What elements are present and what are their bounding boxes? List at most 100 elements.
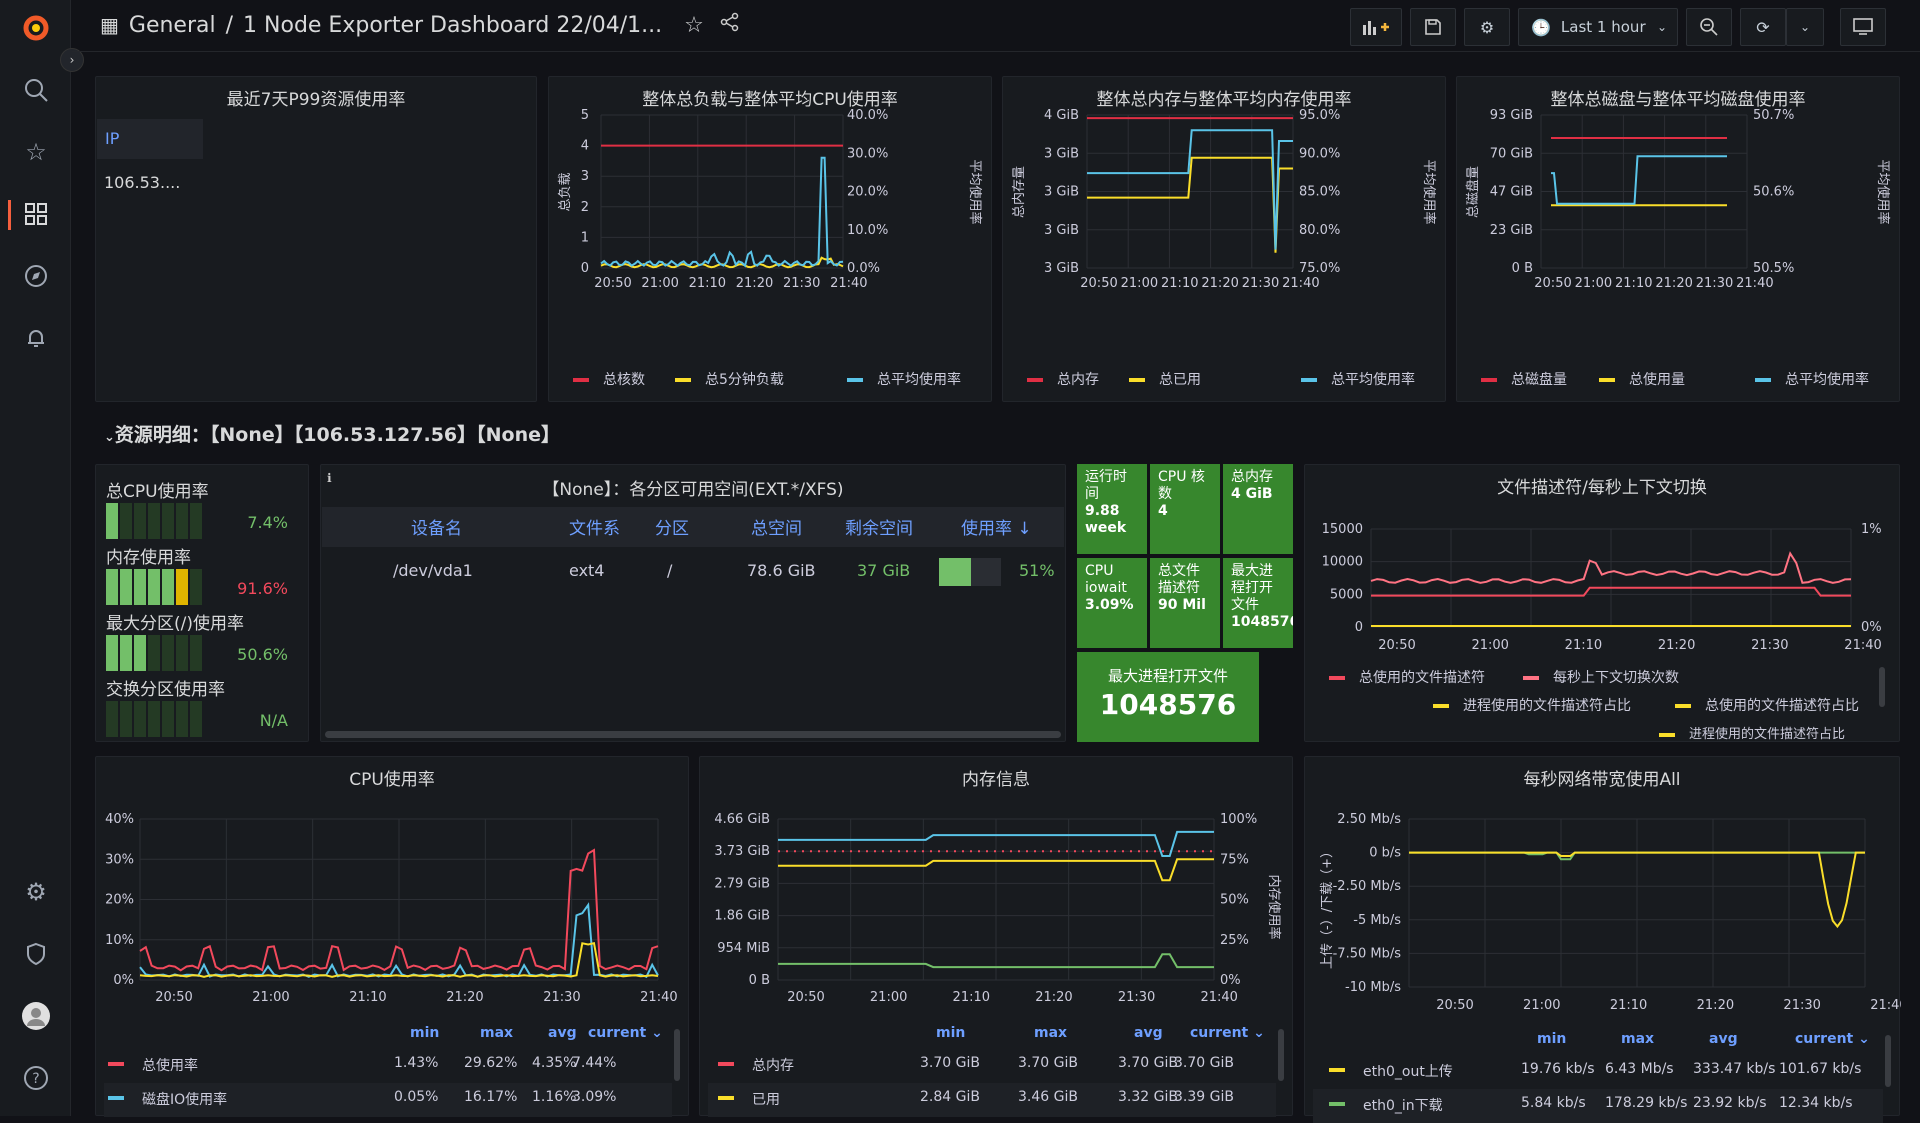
legend-series-name[interactable]: eth0_in下载 [1363,1098,1443,1114]
y-tick-label: 2 [581,200,589,215]
dashboards-icon[interactable] [20,198,52,230]
legend-item[interactable]: 总平均使用率 [1301,369,1415,389]
legend-column-header[interactable]: current ⌄ [1190,1025,1265,1041]
breadcrumb-folder[interactable]: General [128,12,216,38]
user-avatar[interactable] [20,1000,52,1032]
gauge-bars [106,635,204,675]
legend-scrollbar[interactable] [1879,667,1885,707]
series-avg-disk [1551,155,1727,205]
legend-item[interactable]: 总核数 [573,369,645,389]
x-tick-label: 21:10 [1610,998,1647,1013]
refresh-interval-chevron-icon[interactable]: ⌄ [1786,8,1824,46]
y-tick-label: 85.0% [1299,185,1340,200]
legend-column-header[interactable]: min [410,1025,440,1041]
starred-icon[interactable]: ☆ [25,138,47,166]
stat-tile[interactable]: 总文件描述符 90 Mil [1150,558,1220,648]
legend-scrollbar[interactable] [1885,1035,1891,1087]
y-tick-label: 10.0% [847,223,888,238]
legend-column-header[interactable]: current ⌄ [1795,1031,1870,1047]
star-icon[interactable]: ☆ [684,12,704,38]
x-tick-label: 21:40 [1870,998,1901,1013]
stat-value: 1048576 [1231,614,1293,630]
row-header[interactable]: ⌄资源明细：【None】【106.53.127.56】【None】 [104,420,560,447]
x-tick-label: 21:10 [1565,638,1602,653]
legend-item[interactable]: 总内存 [1027,369,1099,389]
legend-item[interactable]: 总5分钟负载 [675,369,784,389]
y-tick-label: 3 GiB [1044,185,1079,200]
legend-column-header[interactable]: max [480,1025,514,1041]
legend-item[interactable]: 总使用的文件描述符占比 [1675,695,1859,715]
alerting-bell-icon[interactable] [20,322,52,354]
legend-column-header[interactable]: max [1034,1025,1068,1041]
legend-item[interactable]: 总使用量 [1599,369,1685,389]
legend-item[interactable]: 总已用 [1129,369,1201,389]
table-header-ip[interactable]: IP [97,119,203,159]
info-icon[interactable]: ℹ [327,471,332,485]
gauge-label: 最大分区(/)使用率 [106,614,244,634]
legend-scrollbar[interactable] [1278,1029,1284,1081]
legend-item[interactable]: 总磁盘量 [1481,369,1567,389]
help-icon[interactable]: ? [20,1062,52,1094]
legend-column-header[interactable]: min [936,1025,966,1041]
stat-tile[interactable]: 运行时间 9.88 week [1077,464,1147,554]
stat-tile[interactable]: CPU 核数 4 [1150,464,1220,554]
refresh-icon[interactable]: ⟳ [1740,8,1786,46]
legend-row[interactable] [104,1083,672,1117]
search-icon[interactable] [20,74,52,106]
col-device[interactable]: 设备名 [411,519,462,539]
legend-column-header[interactable]: avg [1134,1025,1163,1041]
legend-scrollbar[interactable] [674,1029,680,1081]
max-open-files-stat[interactable]: 最大进程打开文件 1048576 [1077,652,1259,742]
col-usage[interactable]: 使用率 ↓ [961,519,1032,539]
col-total[interactable]: 总空间 [751,519,802,539]
x-tick-label: 21:10 [1161,276,1198,291]
legend-column-header[interactable]: avg [1709,1031,1738,1047]
legend-marker [108,1062,124,1066]
dashboard-title[interactable]: 1 Node Exporter Dashboard 22/04/1... [243,12,663,38]
grafana-logo-icon[interactable] [20,12,52,44]
stat-tile[interactable]: 最大进程打开文件 1048576 [1223,558,1293,648]
stat-tile[interactable]: CPU iowait 3.09% [1077,558,1147,648]
shield-icon[interactable] [20,938,52,970]
horizontal-scrollbar[interactable] [325,731,1061,738]
legend-item[interactable]: 总使用的文件描述符 [1329,667,1485,687]
legend-series-name[interactable]: 总内存 [752,1058,794,1074]
legend-column-header[interactable]: avg [548,1025,577,1041]
gauge-segment [190,635,202,671]
legend-item[interactable]: 进程使用的文件描述符占比 [1433,695,1631,715]
y-axis-label: 总负载 [558,172,573,211]
x-tick-label: 21:30 [1751,638,1788,653]
dashboard-settings-icon[interactable]: ⚙ [1464,8,1510,46]
gauge-label: 交换分区使用率 [106,680,225,700]
legend-item[interactable]: 进程使用的文件描述符占比 [1659,723,1845,741]
add-panel-icon[interactable] [1350,8,1402,46]
legend-item[interactable]: 总平均使用率 [847,369,961,389]
settings-gear-icon[interactable]: ⚙ [25,878,47,906]
col-mount[interactable]: 分区 [655,519,689,539]
legend-series-name[interactable]: 总使用率 [142,1058,198,1074]
legend-item[interactable]: 总平均使用率 [1755,369,1869,389]
explore-icon[interactable] [20,260,52,292]
legend-row[interactable] [708,1083,1276,1117]
stat-tile[interactable]: 总内存 4 GiB [1223,464,1293,554]
legend-column-header[interactable]: current ⌄ [588,1025,663,1041]
legend-column-header[interactable]: min [1537,1031,1567,1047]
legend-series-name[interactable]: 磁盘IO使用率 [142,1092,228,1108]
y-tick-label: -5 Mb/s [1353,913,1401,928]
legend-series-name[interactable]: eth0_out上传 [1363,1064,1453,1080]
legend-marker [1329,1102,1345,1106]
legend-series-name[interactable]: 已用 [752,1092,780,1108]
zoom-out-icon[interactable] [1686,8,1732,46]
gauge-segment [176,635,188,671]
col-free[interactable]: 剩余空间 [845,519,913,539]
share-icon[interactable] [720,12,740,38]
y-axis-label: 平均使用率 [1421,159,1437,224]
time-picker[interactable]: 🕒 Last 1 hour ⌄ [1518,8,1678,46]
tv-mode-icon[interactable] [1840,8,1886,46]
save-dashboard-icon[interactable] [1410,8,1456,46]
expand-sidebar-chevron-icon[interactable]: › [60,48,84,72]
col-fstype[interactable]: 文件系 [569,519,620,539]
legend-item[interactable]: 每秒上下文切换次数 [1523,667,1679,687]
x-tick-label: 21:40 [1736,276,1773,291]
legend-column-header[interactable]: max [1621,1031,1655,1047]
